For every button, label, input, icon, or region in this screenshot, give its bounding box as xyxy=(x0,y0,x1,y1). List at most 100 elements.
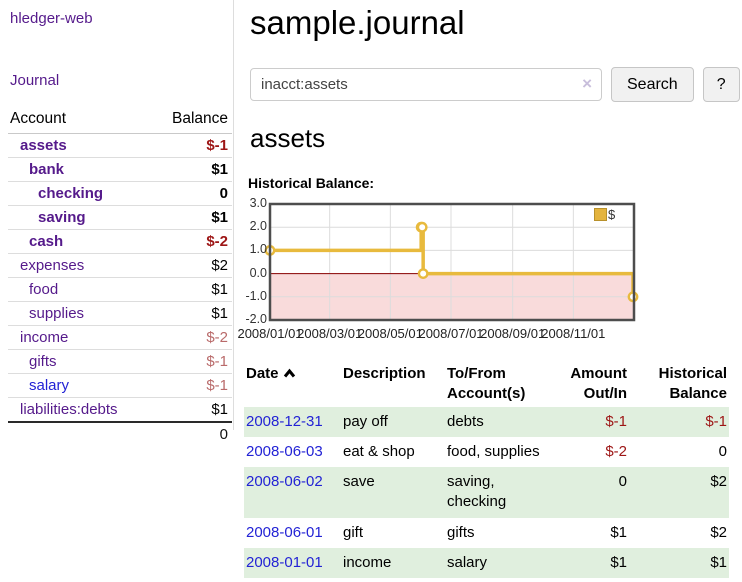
help-button[interactable]: ? xyxy=(702,67,740,102)
account-balance: $-1 xyxy=(151,373,232,398)
register-cell-accounts: debts xyxy=(447,412,484,430)
register-row: 2008-06-02 save saving, checking 0 $2 xyxy=(244,467,729,518)
search-input[interactable] xyxy=(250,68,602,101)
account-link[interactable]: gifts xyxy=(29,353,57,370)
transaction-date-link[interactable]: 2008-06-02 xyxy=(246,473,323,490)
account-balance: $1 xyxy=(151,157,232,182)
register-cell-amount: $1 xyxy=(610,523,627,541)
register-header-balance[interactable]: Historical Balance xyxy=(658,365,727,403)
account-column-header: Account xyxy=(8,106,152,134)
register-header-accounts[interactable]: To/From Account(s) xyxy=(447,365,526,403)
register-cell-date: 2008-06-01 xyxy=(244,518,341,548)
register-row: 2008-01-01 income salary $1 $1 xyxy=(244,547,729,578)
account-row: liabilities:debts $1 xyxy=(8,397,232,422)
register-cell-description: pay off xyxy=(343,412,388,430)
x-axis-tick-label: 2008/03/01 xyxy=(297,326,363,341)
account-balance: $-2 xyxy=(151,229,232,254)
clear-icon[interactable]: × xyxy=(582,74,592,93)
sort-asc-icon xyxy=(283,366,296,383)
register-cell-accounts: gifts xyxy=(447,523,475,541)
y-axis-tick-label: -1.0 xyxy=(245,288,267,303)
account-row: gifts $-1 xyxy=(8,349,232,374)
accounts-table-header: Account Balance xyxy=(8,106,232,134)
chart-legend: $ xyxy=(594,207,615,222)
y-axis-tick-label: 0.0 xyxy=(249,265,267,280)
account-link[interactable]: expenses xyxy=(20,257,85,274)
register-header-row: Date Description To/From Account(s) Amou… xyxy=(244,362,729,407)
register-cell-date: 2008-06-02 xyxy=(244,467,341,518)
account-row: income $-2 xyxy=(8,325,232,350)
register-cell-accounts: saving, checking xyxy=(447,473,507,511)
account-link[interactable]: cash xyxy=(29,233,64,250)
register-row: 2008-12-31 pay off debts $-1 $-1 xyxy=(244,406,729,437)
account-link[interactable]: bank xyxy=(29,161,65,178)
y-axis-tick-label: -2.0 xyxy=(245,312,267,326)
account-balance: 0 xyxy=(151,181,232,206)
data-point[interactable] xyxy=(416,221,428,233)
balance-chart: $ 3.0 2.0 1.0 0.0 -1.0 -2.0 2008/01/01 2008/03/… xyxy=(237,196,742,342)
account-row: assets $-1 xyxy=(8,134,232,158)
register-header-description[interactable]: Description xyxy=(343,365,426,382)
page-title: sample.journal xyxy=(250,4,465,41)
sidebar: hledger-web Journal Account Balance asse… xyxy=(0,0,234,446)
search-box: × xyxy=(250,68,602,101)
account-link[interactable]: supplies xyxy=(29,305,85,322)
account-row: checking 0 xyxy=(8,181,232,206)
transaction-date-link[interactable]: 2008-12-31 xyxy=(246,412,323,430)
account-heading: assets xyxy=(250,123,326,153)
register-cell-date: 2008-01-01 xyxy=(244,548,341,578)
account-row: supplies $1 xyxy=(8,301,232,326)
x-axis-tick-label: 2008/05/01 xyxy=(357,326,423,341)
register-table: Date Description To/From Account(s) Amou… xyxy=(244,362,729,578)
register-header-date[interactable]: Date xyxy=(244,362,341,407)
account-link[interactable]: saving xyxy=(38,209,86,226)
chart-title: Historical Balance: xyxy=(248,175,375,191)
search-button[interactable]: Search xyxy=(611,67,694,102)
register-cell-balance: 0 xyxy=(718,442,727,460)
x-axis-tick-label: 2008/11/01 xyxy=(541,326,606,341)
brand-link[interactable]: hledger-web xyxy=(10,10,93,27)
register-header-amount[interactable]: Amount Out/In xyxy=(570,365,627,403)
account-row: cash $-2 xyxy=(8,229,232,254)
account-balance: $1 xyxy=(151,205,232,230)
account-row: salary $-1 xyxy=(8,373,232,398)
account-link[interactable]: checking xyxy=(38,185,104,202)
chart-plot-area xyxy=(264,202,639,322)
balance-column-header: Balance xyxy=(151,106,232,134)
data-point[interactable] xyxy=(417,268,429,280)
account-balance: $-1 xyxy=(206,137,228,154)
y-axis-tick-label: 2.0 xyxy=(249,219,267,234)
transaction-date-link[interactable]: 2008-01-01 xyxy=(246,553,323,571)
main-content: sample.journal × Search ? assets Histori… xyxy=(235,0,742,578)
account-row: bank $1 xyxy=(8,157,232,182)
sidebar-item-journal[interactable]: Journal xyxy=(10,72,60,89)
account-link[interactable]: food xyxy=(29,281,59,298)
account-link[interactable]: assets xyxy=(20,137,67,154)
register-cell-amount: $-2 xyxy=(605,442,627,460)
register-cell-balance: $1 xyxy=(710,553,727,571)
transaction-date-link[interactable]: 2008-06-01 xyxy=(246,523,323,541)
account-row: saving $1 xyxy=(8,205,232,230)
y-axis-tick-label: 1.0 xyxy=(249,242,267,257)
register-cell-amount: 0 xyxy=(618,473,627,490)
account-balance: $1 xyxy=(151,397,232,422)
register-cell-balance: $2 xyxy=(710,473,727,490)
account-balance: $-1 xyxy=(151,349,232,374)
transaction-date-link[interactable]: 2008-06-03 xyxy=(246,442,323,460)
register-cell-description: gift xyxy=(343,523,364,541)
x-axis-tick-label: 2008/09/01 xyxy=(480,326,546,341)
accounts-total-row: 0 xyxy=(8,421,232,446)
register-cell-description: income xyxy=(343,553,392,571)
account-balance: $-2 xyxy=(151,325,232,350)
account-link[interactable]: salary xyxy=(29,377,70,394)
register-cell-accounts: salary xyxy=(447,553,488,571)
register-cell-accounts: food, supplies xyxy=(447,442,540,460)
account-link[interactable]: liabilities:debts xyxy=(20,401,118,418)
account-row: expenses $2 xyxy=(8,253,232,278)
register-cell-amount: $1 xyxy=(610,553,627,571)
legend-swatch xyxy=(594,208,607,221)
account-link[interactable]: income xyxy=(20,329,69,346)
register-cell-date: 2008-12-31 xyxy=(244,407,341,437)
legend-label: $ xyxy=(608,207,616,222)
